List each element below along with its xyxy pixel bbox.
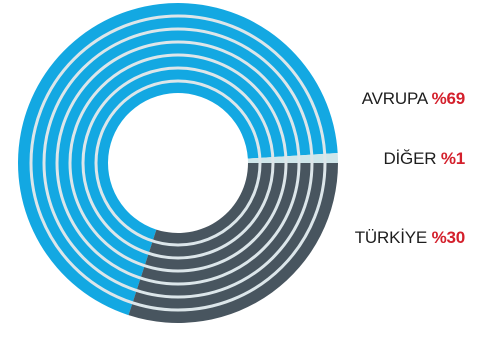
legend-avrupa-label: AVRUPA: [361, 89, 428, 108]
legend-avrupa-value: %69: [431, 89, 466, 108]
legend-avrupa: AVRUPA %69: [362, 89, 465, 109]
legend-turkiye-value: %30: [431, 228, 466, 247]
ring-separator-6: [29, 14, 327, 312]
ring-chart: [18, 2, 338, 323]
legend-turkiye: TÜRKİYE %30: [355, 228, 465, 248]
legend-diger-value: %1: [440, 149, 465, 168]
ring-separator-2: [81, 66, 275, 260]
legend-diger-label: DİĞER: [383, 149, 437, 168]
ring-separator-5: [42, 27, 314, 299]
ring-separator-4: [55, 40, 301, 286]
legend-diger: DİĞER %1: [383, 149, 465, 169]
slice-di̇ğer: [247, 152, 338, 163]
ring-separator-3: [68, 53, 288, 273]
ring-separators: [29, 14, 327, 312]
ring-separator-1: [94, 79, 262, 247]
chart-slices: [18, 2, 338, 323]
legend-turkiye-label: TÜRKİYE: [354, 228, 428, 247]
